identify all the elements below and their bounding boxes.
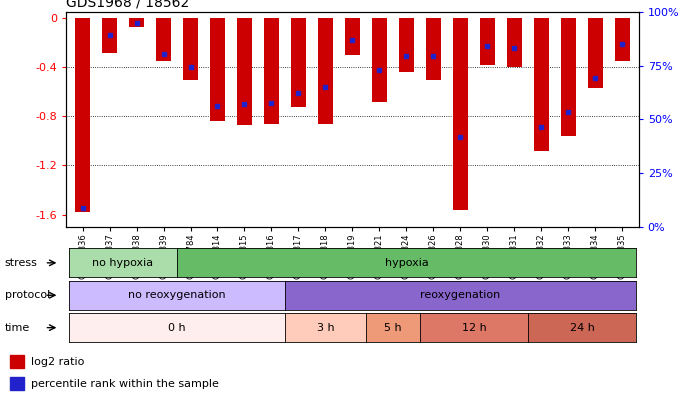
Bar [399, 18, 414, 72]
Bar [183, 18, 198, 80]
Bar [237, 18, 252, 125]
Bar [75, 18, 90, 212]
Bar [561, 18, 576, 136]
Bar [588, 18, 603, 88]
Bar [210, 18, 225, 122]
Text: time: time [5, 323, 30, 333]
Bar [264, 18, 279, 124]
Text: protocol: protocol [5, 290, 50, 300]
Bar [102, 18, 117, 53]
Bar [480, 18, 495, 65]
Text: 24 h: 24 h [570, 323, 595, 333]
Bar [372, 18, 387, 102]
Text: 0 h: 0 h [168, 323, 186, 333]
Bar [615, 18, 630, 61]
Bar [345, 18, 360, 55]
Text: stress: stress [5, 258, 38, 268]
Bar [453, 18, 468, 210]
Text: log2 ratio: log2 ratio [31, 357, 84, 367]
Bar [10, 377, 24, 390]
Text: reoxygenation: reoxygenation [420, 290, 500, 300]
Text: GDS1968 / 18562: GDS1968 / 18562 [66, 0, 190, 10]
Bar [156, 18, 171, 61]
Bar [318, 18, 333, 124]
Text: no hypoxia: no hypoxia [92, 258, 154, 268]
Text: hypoxia: hypoxia [385, 258, 429, 268]
Bar [129, 18, 144, 27]
Text: no reoxygenation: no reoxygenation [128, 290, 226, 300]
Bar [10, 355, 24, 368]
Bar [507, 18, 522, 67]
Bar [291, 18, 306, 107]
Bar [426, 18, 441, 80]
Text: 12 h: 12 h [461, 323, 487, 333]
Bar [534, 18, 549, 151]
Text: percentile rank within the sample: percentile rank within the sample [31, 379, 219, 389]
Text: 5 h: 5 h [384, 323, 402, 333]
Text: 3 h: 3 h [317, 323, 334, 333]
